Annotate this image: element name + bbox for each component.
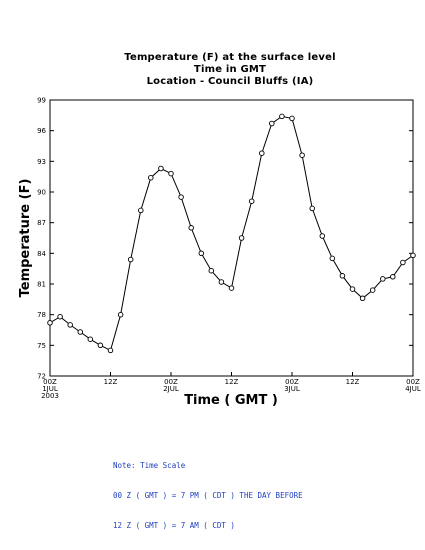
- data-point: [238, 235, 245, 241]
- data-point: [269, 120, 275, 127]
- data-point: [309, 205, 315, 212]
- data-point: [218, 279, 225, 285]
- y-tick-label: 93: [37, 158, 46, 166]
- data-point: [319, 233, 326, 239]
- x-tick-sublabel: 4JUL: [405, 385, 421, 393]
- data-point: [117, 311, 124, 318]
- x-tick-label: 00Z: [406, 378, 420, 386]
- x-tick-label: 12Z: [346, 378, 360, 386]
- chart-subtitle-time: Time in GMT: [193, 64, 267, 75]
- data-point: [259, 150, 265, 156]
- y-axis: 72 75 78 81 84 87 90 93 96 99: [37, 97, 413, 381]
- chart-title-block: Temperature (F) at the surface level Tim…: [0, 52, 425, 88]
- data-point: [349, 286, 356, 292]
- data-point: [107, 347, 114, 354]
- x-tick-label: 00Z: [164, 378, 178, 386]
- chart-subtitle-location: Location - Council Bluffs (IA): [146, 76, 314, 87]
- temperature-line: [49, 115, 414, 352]
- y-tick-label: 90: [37, 189, 46, 197]
- plot-frame: [49, 99, 414, 377]
- data-point: [400, 259, 406, 266]
- data-point: [97, 342, 104, 349]
- data-point: [208, 267, 215, 274]
- y-tick-label: 72: [37, 373, 46, 381]
- data-point: [248, 198, 255, 204]
- data-point: [410, 252, 416, 259]
- data-point: [359, 295, 366, 302]
- data-point: [299, 152, 305, 158]
- data-point: [87, 336, 94, 342]
- note-line-00z: 00 Z ( GMT ) = 7 PM ( CDT ) THE DAY BEFO…: [113, 491, 303, 500]
- x-tick-label: 12Z: [104, 378, 118, 386]
- data-point: [380, 276, 386, 282]
- x-tick-label: 00Z: [285, 378, 299, 386]
- y-tick-label: 96: [37, 127, 46, 135]
- x-tick-sublabel: 1JUL: [42, 385, 58, 393]
- data-point: [329, 255, 336, 262]
- data-point: [57, 313, 63, 320]
- note-heading: Note: Time Scale: [113, 461, 186, 470]
- y-tick-label: 81: [37, 281, 46, 289]
- data-point: [188, 225, 194, 231]
- x-tick-label: 12Z: [225, 378, 239, 386]
- x-tick-label: 00Z: [43, 378, 57, 386]
- data-point: [127, 256, 134, 263]
- data-point: [148, 174, 154, 181]
- y-tick-label: 87: [37, 219, 46, 227]
- y-axis-label: Temperature (F): [18, 179, 33, 298]
- x-tick-sublabel: 2JUL: [163, 385, 179, 393]
- data-points: [47, 113, 416, 354]
- data-point: [47, 320, 53, 326]
- data-point: [77, 329, 84, 335]
- data-point: [168, 170, 174, 177]
- data-point: [158, 165, 164, 172]
- data-point: [138, 207, 144, 214]
- y-tick-label: 84: [37, 250, 46, 258]
- data-point: [369, 287, 376, 293]
- time-scale-note: Note: Time Scale 00 Z ( GMT ) = 7 PM ( C…: [113, 441, 303, 541]
- data-point: [198, 250, 205, 257]
- x-tick-sublabel: 2003: [41, 392, 59, 400]
- x-axis-label: Time ( GMT ): [184, 393, 278, 408]
- data-point: [67, 322, 73, 328]
- y-tick-label: 99: [37, 97, 46, 105]
- y-tick-label: 75: [37, 342, 46, 350]
- x-tick-sublabel: 3JUL: [284, 385, 300, 393]
- data-point: [228, 285, 235, 291]
- data-point: [390, 274, 396, 280]
- data-point: [279, 113, 285, 120]
- note-line-12z: 12 Z ( GMT ) = 7 AM ( CDT ): [113, 521, 235, 530]
- data-point: [178, 194, 184, 200]
- y-tick-label: 78: [37, 311, 46, 319]
- data-point: [289, 115, 295, 122]
- chart-title: Temperature (F) at the surface level: [124, 52, 336, 63]
- data-point: [339, 273, 346, 279]
